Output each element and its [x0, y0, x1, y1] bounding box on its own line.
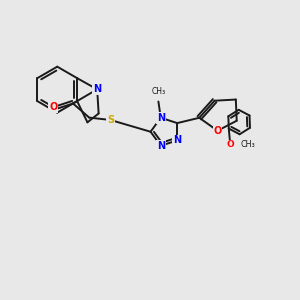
Text: N: N	[157, 141, 165, 151]
Text: O: O	[49, 102, 57, 112]
Text: CH₃: CH₃	[151, 87, 166, 96]
Text: O: O	[213, 126, 222, 136]
Text: O: O	[226, 140, 234, 149]
Text: N: N	[93, 84, 101, 94]
Text: N: N	[173, 135, 181, 146]
Text: N: N	[157, 113, 165, 123]
Text: CH₃: CH₃	[241, 140, 255, 149]
Text: S: S	[107, 115, 114, 125]
